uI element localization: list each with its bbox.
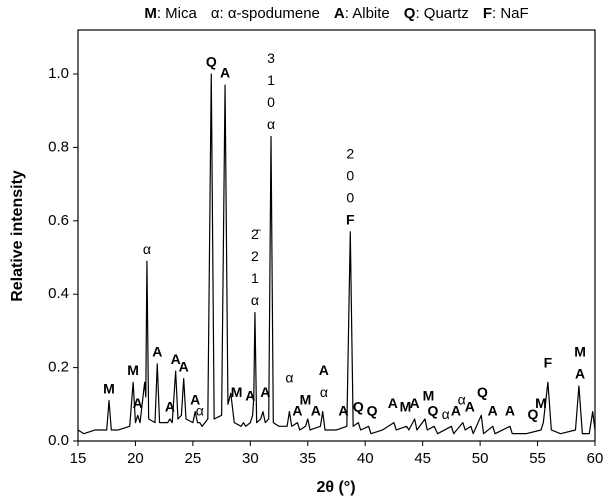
legend-label: : NaF (492, 5, 529, 22)
peak-label: A (311, 402, 321, 418)
peak-label: A (505, 402, 515, 418)
peak-label: 3 (267, 50, 275, 66)
x-tick-label: 15 (70, 450, 87, 467)
legend-label: : Quartz (415, 5, 468, 22)
peak-label: A (488, 402, 498, 418)
peak-label: α (320, 384, 328, 400)
peak-label: Q (206, 54, 217, 70)
legend-key: M (144, 5, 157, 22)
x-tick-label: 20 (127, 450, 144, 467)
peak-label: A (319, 362, 329, 378)
peak-label: α (267, 116, 275, 132)
x-tick-label: 30 (242, 450, 259, 467)
peak-label: 0 (267, 94, 275, 110)
peak-label: M (423, 388, 435, 404)
x-tick-label: 60 (587, 450, 604, 467)
peak-label: M (300, 391, 312, 407)
peak-label: α (442, 406, 450, 422)
legend-key: A (334, 5, 345, 22)
peak-label: 1 (251, 270, 259, 286)
peak-label: A (260, 384, 270, 400)
x-tick-label: 35 (299, 450, 316, 467)
peak-label: M (127, 362, 139, 378)
peak-label: 2̄ (251, 226, 261, 242)
peak-label: F (544, 355, 553, 371)
y-tick-label: 1.0 (48, 65, 69, 82)
legend-label: : Mica (157, 5, 198, 22)
peak-label: A (133, 395, 143, 411)
x-tick-label: 40 (357, 450, 374, 467)
peak-label: A (338, 402, 348, 418)
legend-label: : α-spodumene (220, 5, 320, 22)
legend-key: Q (404, 5, 416, 22)
y-tick-label: 0.6 (48, 212, 69, 229)
legend-label: : Albite (345, 5, 390, 22)
y-tick-label: 0.0 (48, 432, 69, 449)
peak-label: A (179, 358, 189, 374)
peak-label: A (165, 399, 175, 415)
peak-label: M (231, 384, 243, 400)
peak-label: A (190, 391, 200, 407)
xrd-pattern (77, 73, 596, 435)
peak-label: α (143, 241, 151, 257)
peak-label: 2 (346, 145, 354, 161)
peak-label: α (458, 391, 466, 407)
peak-label: A (451, 402, 461, 418)
peak-label: 0 (346, 189, 354, 205)
peak-label: M (400, 399, 412, 415)
x-tick-label: 55 (529, 450, 546, 467)
y-tick-label: 0.8 (48, 138, 69, 155)
peak-label: A (220, 65, 230, 81)
peak-label: Q (367, 402, 378, 418)
peak-label: M (535, 395, 547, 411)
peak-label: α (196, 402, 204, 418)
x-axis-label: 2θ (°) (316, 479, 355, 496)
peak-label: Q (353, 399, 364, 415)
peak-label: α (251, 292, 259, 308)
peak-label: M (103, 380, 115, 396)
peak-label: 1 (267, 72, 275, 88)
x-tick-label: 45 (414, 450, 431, 467)
peak-label: M (574, 344, 586, 360)
peak-label: Q (528, 406, 539, 422)
peak-label: α (285, 369, 293, 385)
y-tick-label: 0.2 (48, 359, 69, 376)
x-tick-label: 50 (472, 450, 489, 467)
peak-label: Q (477, 384, 488, 400)
peak-label: A (410, 395, 420, 411)
peak-label: F (346, 211, 355, 227)
peak-label: A (245, 388, 255, 404)
legend-key: α (211, 5, 220, 22)
peak-label: A (292, 402, 302, 418)
legend-key: F (483, 5, 492, 22)
peak-label: A (152, 344, 162, 360)
peak-label: Q (428, 402, 439, 418)
peak-label: 0 (346, 167, 354, 183)
peak-label: A (388, 395, 398, 411)
peak-label: 2 (251, 248, 259, 264)
x-tick-label: 25 (185, 450, 202, 467)
peak-label: A (171, 351, 181, 367)
y-tick-label: 0.4 (48, 285, 69, 302)
peak-label: A (465, 399, 475, 415)
peak-label: A (575, 366, 585, 382)
y-axis-label: Relative intensity (9, 170, 26, 302)
plot-frame (77, 29, 596, 442)
